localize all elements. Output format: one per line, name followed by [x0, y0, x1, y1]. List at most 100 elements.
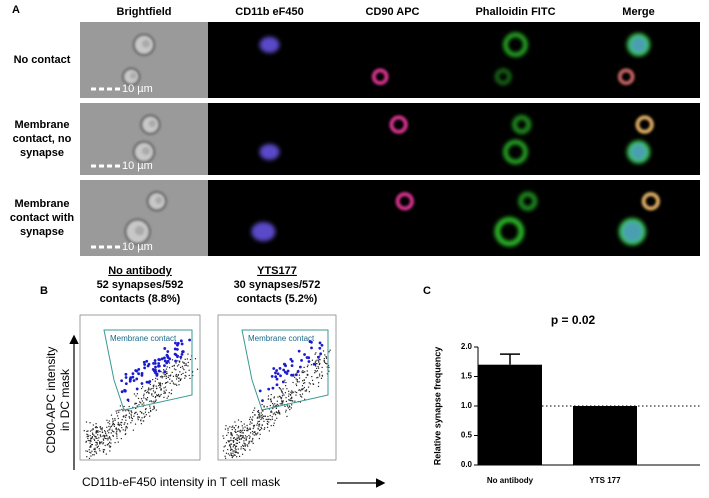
- scatter-dot: [225, 457, 227, 459]
- scatter-dot: [183, 368, 185, 371]
- synapse-dot: [151, 367, 155, 371]
- scatter-dot: [264, 427, 266, 429]
- scatter-dot: [165, 375, 168, 377]
- scatter-dot: [117, 423, 119, 425]
- scatter-dot: [92, 428, 94, 430]
- scatter-dot: [306, 374, 308, 376]
- scatter-dot: [147, 391, 149, 393]
- scatter-dot: [249, 436, 251, 438]
- scatter-dot: [236, 456, 238, 458]
- scatter-dot: [170, 389, 173, 391]
- cd11b-signal: [251, 222, 276, 242]
- scatter-dot: [109, 428, 111, 430]
- scatter-dot: [328, 351, 330, 353]
- scatter-dot: [247, 445, 249, 447]
- scatter-dot: [232, 450, 234, 452]
- scatter-dot: [107, 422, 109, 424]
- scatter-dot: [102, 443, 104, 445]
- scatter-dot: [110, 439, 112, 441]
- scatter-dot: [164, 386, 167, 388]
- scatter-dot: [276, 412, 279, 414]
- scatter-dot: [137, 397, 140, 400]
- scatter-dot: [326, 363, 328, 365]
- scatter-dot: [85, 441, 87, 443]
- scatter-dot: [234, 438, 237, 440]
- scatter-dot: [241, 453, 244, 455]
- scatter-dot: [291, 397, 293, 399]
- scatter-dot: [235, 450, 237, 452]
- scatter-dot: [93, 439, 96, 441]
- scatter-dot: [125, 425, 128, 428]
- scatter-dot: [260, 426, 262, 429]
- synapse-dot: [175, 347, 179, 351]
- scatter-dot: [126, 427, 128, 429]
- scatter-dot: [230, 432, 232, 434]
- scatter-dot: [282, 393, 284, 395]
- synapse-dot: [181, 350, 184, 354]
- cd90-signal: [371, 68, 389, 86]
- scatter-dot: [134, 412, 136, 414]
- scatter-dot: [276, 403, 278, 405]
- scatter-dot: [177, 360, 179, 362]
- scatter-dot: [243, 423, 245, 425]
- column-header: CD11b eF450: [235, 6, 303, 18]
- scatter-dot: [87, 434, 89, 436]
- scatter-dot: [119, 430, 121, 432]
- scatter-dot: [284, 379, 286, 381]
- scatter-dot: [308, 382, 310, 384]
- scatter-dot: [302, 371, 304, 374]
- scatter-dot: [178, 384, 180, 386]
- synapse-dot: [147, 362, 151, 366]
- scatter-dot: [141, 400, 143, 402]
- synapse-dot: [120, 379, 124, 383]
- scatter-dot: [316, 370, 318, 372]
- y-axis-label: CD90-APC intensity: [44, 347, 58, 454]
- scatter-dot: [310, 364, 313, 366]
- scatter-dot: [270, 419, 272, 421]
- scatter-dot: [172, 375, 175, 377]
- scatter-dot: [102, 442, 105, 444]
- scatter-dot: [85, 440, 87, 443]
- scatter-dot: [286, 415, 288, 418]
- scatter-dot: [259, 433, 261, 436]
- scatter-dot: [110, 425, 113, 427]
- scatter-dot: [154, 391, 156, 393]
- synapse-dot: [157, 362, 161, 365]
- scatter-dot: [296, 378, 298, 381]
- scatter-dot: [264, 415, 266, 417]
- scatter-dot: [116, 437, 118, 439]
- scatter-dot: [242, 445, 245, 447]
- scatter-dot: [281, 390, 283, 392]
- scatter-dot: [281, 403, 283, 405]
- scatter-dot: [163, 369, 165, 371]
- scatter-dot: [149, 405, 151, 407]
- scatter-dot: [257, 409, 260, 412]
- scatter-dot: [258, 412, 261, 414]
- scatter-dot: [94, 436, 96, 438]
- synapse-dot: [155, 373, 159, 377]
- scatter-dot: [226, 434, 228, 436]
- scatter-dot: [116, 429, 118, 431]
- scatter-dot: [119, 423, 121, 425]
- row-label: No contact: [14, 54, 71, 66]
- scatter-dot: [282, 400, 284, 402]
- scatter-dot: [89, 430, 92, 432]
- scatter-dot: [270, 401, 272, 403]
- scatter-dot: [242, 447, 244, 450]
- scatter-dot: [125, 414, 128, 416]
- scatter-dot: [113, 431, 115, 433]
- scatter-dot: [318, 375, 321, 377]
- synapse-dot: [126, 398, 130, 402]
- scatter-dot: [239, 434, 241, 436]
- synapse-dot: [174, 341, 177, 345]
- scatter-dot: [153, 400, 155, 402]
- scatter-dot: [231, 456, 233, 459]
- scatter-dot: [316, 377, 318, 379]
- scatter-dot: [284, 405, 286, 407]
- scatter-dot: [227, 453, 229, 455]
- scatter-dot: [96, 431, 98, 433]
- synapse-dot: [305, 356, 309, 359]
- scatter-dot: [254, 431, 256, 433]
- scatter-dot: [284, 392, 287, 394]
- phalloidin-signal: [495, 69, 511, 85]
